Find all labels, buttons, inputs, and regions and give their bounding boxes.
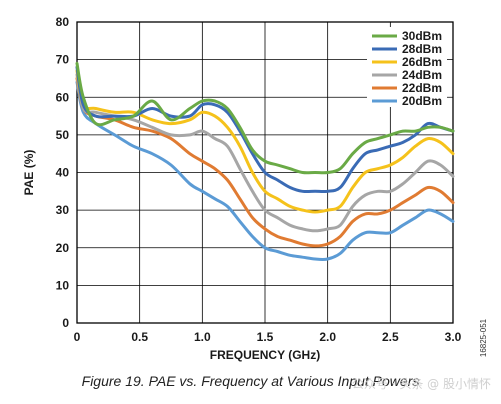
series-line-24dBm (75, 73, 455, 233)
y-tick-label: 0 (62, 316, 69, 330)
legend-label: 30dBm (402, 29, 442, 43)
x-tick-label: 2.5 (382, 330, 399, 344)
y-tick-label: 60 (56, 90, 70, 104)
figure-caption: Figure 19. PAE vs. Frequency at Various … (81, 373, 420, 389)
x-tick-label: 2.0 (319, 330, 336, 344)
y-tick-label: 30 (56, 203, 70, 217)
x-tick-labels: 0 0.5 1.0 1.5 2.0 2.5 3.0 (74, 330, 462, 344)
y-tick-label: 20 (56, 241, 70, 255)
watermark-text: 公众号 · 头条 @ 股小情怀 (351, 377, 491, 391)
legend-label: 28dBm (402, 42, 442, 56)
y-tick-labels: 0 10 20 30 40 50 60 70 80 (56, 15, 70, 330)
legend-label: 20dBm (402, 94, 442, 108)
x-tick-label: 1.0 (194, 330, 211, 344)
series-line-28dBm (75, 65, 455, 194)
y-tick-label: 40 (56, 166, 70, 180)
x-tick-label: 0 (74, 330, 81, 344)
y-tick-label: 80 (56, 15, 70, 29)
legend-label: 26dBm (402, 55, 442, 69)
series-line-20dBm (75, 80, 455, 262)
series-line-22dBm (75, 76, 455, 248)
legend-label: 24dBm (402, 68, 442, 82)
series-layer (75, 61, 455, 262)
chart-canvas: 0 0.5 1.0 1.5 2.0 2.5 3.0 0 10 20 30 40 50 60 70 80 FR… (22, 15, 488, 362)
y-axis-title: PAE (%) (22, 150, 36, 196)
series-line-30dBm (75, 61, 455, 175)
y-tick-label: 10 (56, 278, 70, 292)
x-axis-title: FREQUENCY (GHz) (210, 348, 320, 362)
y-tick-label: 50 (56, 128, 70, 142)
legend-background (367, 27, 447, 107)
x-tick-label: 3.0 (445, 330, 462, 344)
figure-id-label: 16825-051 (479, 318, 488, 357)
x-tick-label: 1.5 (257, 330, 274, 344)
series-line-26dBm (75, 69, 455, 214)
x-tick-label: 0.5 (131, 330, 148, 344)
plot-area (76, 21, 454, 324)
legend-label: 22dBm (402, 81, 442, 95)
y-tick-label: 70 (56, 53, 70, 67)
